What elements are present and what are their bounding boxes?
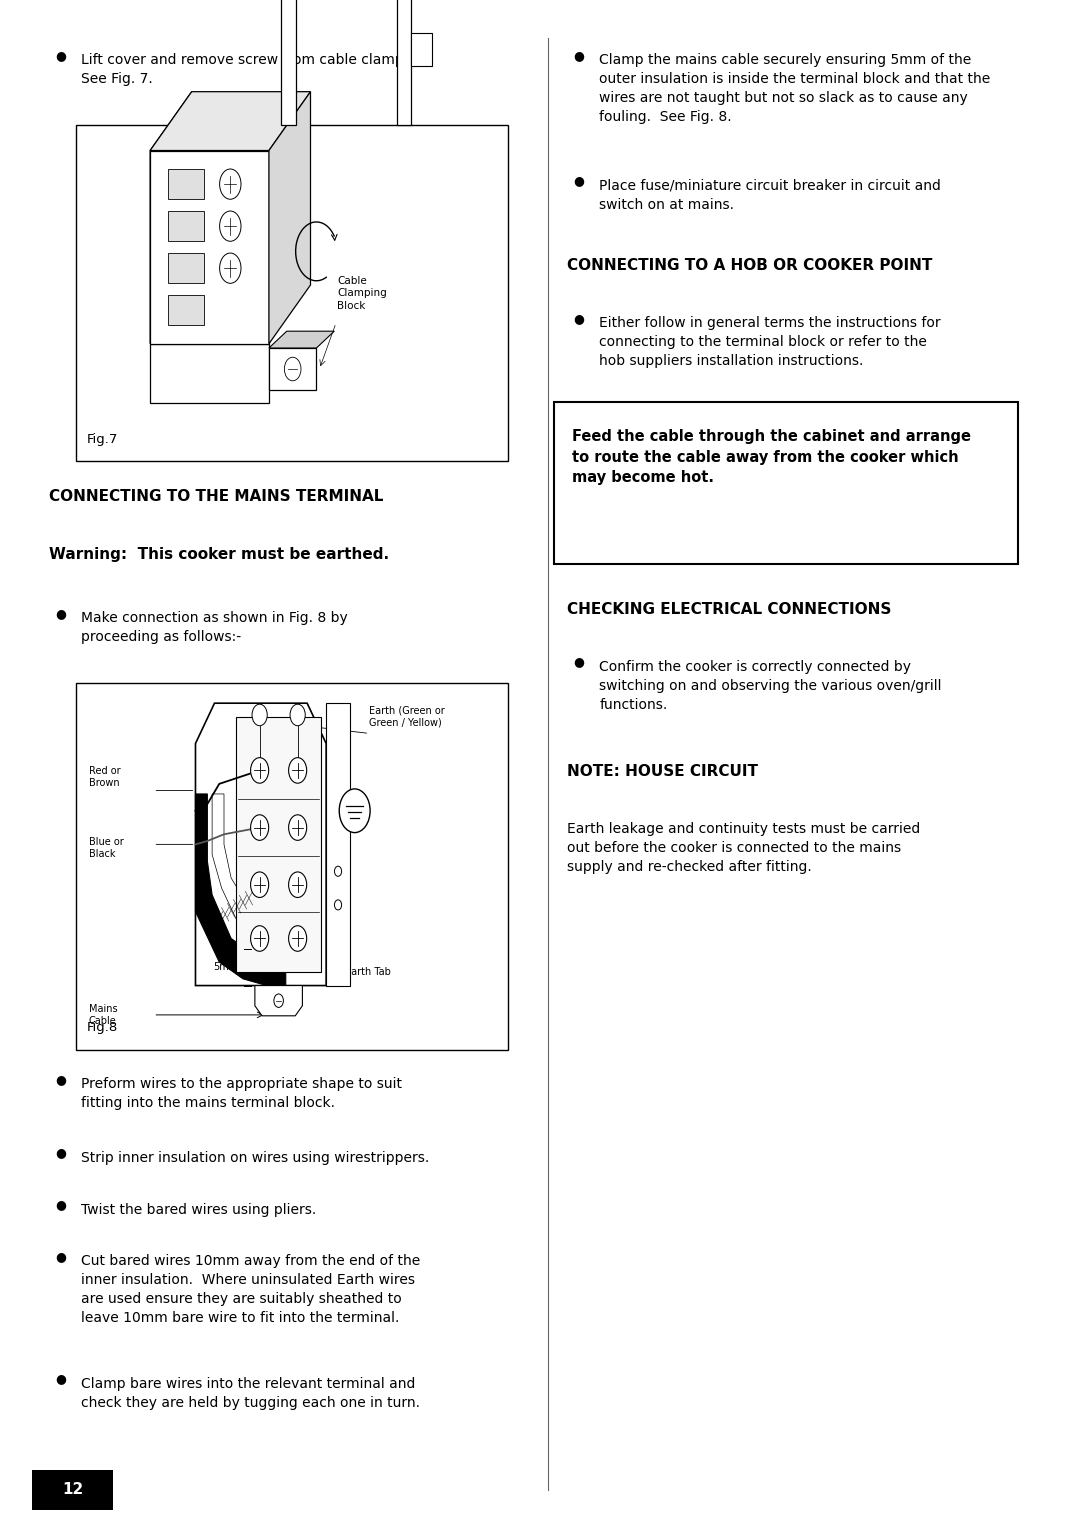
Circle shape bbox=[219, 170, 241, 199]
Text: NOTE: HOUSE CIRCUIT: NOTE: HOUSE CIRCUIT bbox=[567, 764, 758, 779]
Text: Fig.8: Fig.8 bbox=[86, 1021, 118, 1034]
Circle shape bbox=[288, 872, 307, 897]
Circle shape bbox=[291, 704, 306, 726]
Polygon shape bbox=[396, 0, 411, 125]
Text: ●: ● bbox=[55, 49, 66, 63]
Circle shape bbox=[219, 211, 241, 241]
Text: ●: ● bbox=[55, 1146, 66, 1160]
Text: L: L bbox=[257, 711, 262, 720]
Text: CONNECTING TO A HOB OR COOKER POINT: CONNECTING TO A HOB OR COOKER POINT bbox=[567, 258, 932, 274]
Text: Clamp the mains cable securely ensuring 5mm of the
outer insulation is inside th: Clamp the mains cable securely ensuring … bbox=[599, 53, 990, 124]
Text: Fig.7: Fig.7 bbox=[86, 432, 118, 446]
Circle shape bbox=[251, 758, 269, 784]
Text: Red or
Brown: Red or Brown bbox=[89, 767, 120, 788]
Polygon shape bbox=[195, 703, 326, 986]
Circle shape bbox=[288, 926, 307, 952]
Text: Make connection as shown in Fig. 8 by
proceeding as follows:-: Make connection as shown in Fig. 8 by pr… bbox=[81, 611, 348, 645]
Text: ●: ● bbox=[55, 1372, 66, 1386]
Polygon shape bbox=[269, 332, 335, 348]
Polygon shape bbox=[168, 295, 204, 325]
Polygon shape bbox=[195, 795, 286, 986]
Circle shape bbox=[251, 926, 269, 952]
Text: ●: ● bbox=[55, 607, 66, 620]
Polygon shape bbox=[168, 254, 204, 283]
Polygon shape bbox=[150, 150, 269, 344]
Text: Warning:  This cooker must be earthed.: Warning: This cooker must be earthed. bbox=[49, 547, 389, 562]
Polygon shape bbox=[411, 32, 432, 66]
Polygon shape bbox=[281, 0, 296, 125]
Text: ●: ● bbox=[573, 312, 584, 325]
Text: Mains
Cable: Mains Cable bbox=[89, 1004, 118, 1025]
Text: ●: ● bbox=[55, 1073, 66, 1086]
Polygon shape bbox=[269, 92, 311, 344]
Text: Confirm the cooker is correctly connected by
switching on and observing the vari: Confirm the cooker is correctly connecte… bbox=[599, 660, 942, 712]
Polygon shape bbox=[269, 348, 316, 390]
Text: CONNECTING TO THE MAINS TERMINAL: CONNECTING TO THE MAINS TERMINAL bbox=[49, 489, 383, 504]
Text: Cut bared wires 10mm away from the end of the
inner insulation.  Where uninsulat: Cut bared wires 10mm away from the end o… bbox=[81, 1254, 420, 1325]
Circle shape bbox=[219, 254, 241, 283]
Circle shape bbox=[284, 358, 301, 380]
Text: Preform wires to the appropriate shape to suit
fitting into the mains terminal b: Preform wires to the appropriate shape t… bbox=[81, 1077, 402, 1111]
Text: Twist the bared wires using pliers.: Twist the bared wires using pliers. bbox=[81, 1203, 316, 1216]
Circle shape bbox=[251, 814, 269, 840]
Polygon shape bbox=[150, 92, 192, 344]
Text: Earth Tab: Earth Tab bbox=[346, 967, 391, 976]
Text: Lift cover and remove screw from cable clamp.
See Fig. 7.: Lift cover and remove screw from cable c… bbox=[81, 53, 408, 87]
Bar bbox=[76, 125, 508, 461]
Circle shape bbox=[335, 866, 341, 877]
Circle shape bbox=[288, 758, 307, 784]
Text: Earth (Green or
Green / Yellow): Earth (Green or Green / Yellow) bbox=[369, 706, 445, 727]
Polygon shape bbox=[168, 170, 204, 199]
Text: ●: ● bbox=[55, 1198, 66, 1212]
Text: Either follow in general terms the instructions for
connecting to the terminal b: Either follow in general terms the instr… bbox=[599, 316, 941, 368]
Text: Strip inner insulation on wires using wirestrippers.: Strip inner insulation on wires using wi… bbox=[81, 1151, 429, 1164]
Text: 12: 12 bbox=[63, 1482, 83, 1497]
Text: 5mm: 5mm bbox=[213, 963, 239, 972]
Bar bbox=[326, 703, 350, 986]
Text: Cable
Clamping
Block: Cable Clamping Block bbox=[337, 277, 387, 310]
Circle shape bbox=[252, 704, 267, 726]
Text: Blue or
Black: Blue or Black bbox=[89, 837, 123, 859]
Text: Earth leakage and continuity tests must be carried
out before the cooker is conn: Earth leakage and continuity tests must … bbox=[567, 822, 920, 874]
Polygon shape bbox=[255, 986, 302, 1016]
Text: ●: ● bbox=[573, 49, 584, 63]
Circle shape bbox=[251, 872, 269, 897]
Circle shape bbox=[288, 814, 307, 840]
Text: CHECKING ELECTRICAL CONNECTIONS: CHECKING ELECTRICAL CONNECTIONS bbox=[567, 602, 891, 617]
Polygon shape bbox=[150, 92, 311, 150]
Bar bbox=[235, 717, 322, 972]
Circle shape bbox=[339, 788, 370, 833]
Text: ●: ● bbox=[573, 174, 584, 188]
Text: Clamp bare wires into the relevant terminal and
check they are held by tugging e: Clamp bare wires into the relevant termi… bbox=[81, 1377, 420, 1410]
Bar bbox=[554, 402, 1018, 564]
Circle shape bbox=[335, 900, 341, 911]
Bar bbox=[32, 1470, 113, 1510]
Polygon shape bbox=[150, 344, 269, 403]
Text: ●: ● bbox=[573, 656, 584, 669]
Text: Feed the cable through the cabinet and arrange
to route the cable away from the : Feed the cable through the cabinet and a… bbox=[572, 429, 971, 486]
Polygon shape bbox=[168, 211, 204, 241]
Bar bbox=[76, 683, 508, 1050]
Polygon shape bbox=[212, 795, 274, 946]
Text: Place fuse/miniature circuit breaker in circuit and
switch on at mains.: Place fuse/miniature circuit breaker in … bbox=[599, 179, 942, 212]
Text: ●: ● bbox=[55, 1250, 66, 1264]
Text: N: N bbox=[294, 711, 301, 720]
Circle shape bbox=[274, 995, 283, 1007]
